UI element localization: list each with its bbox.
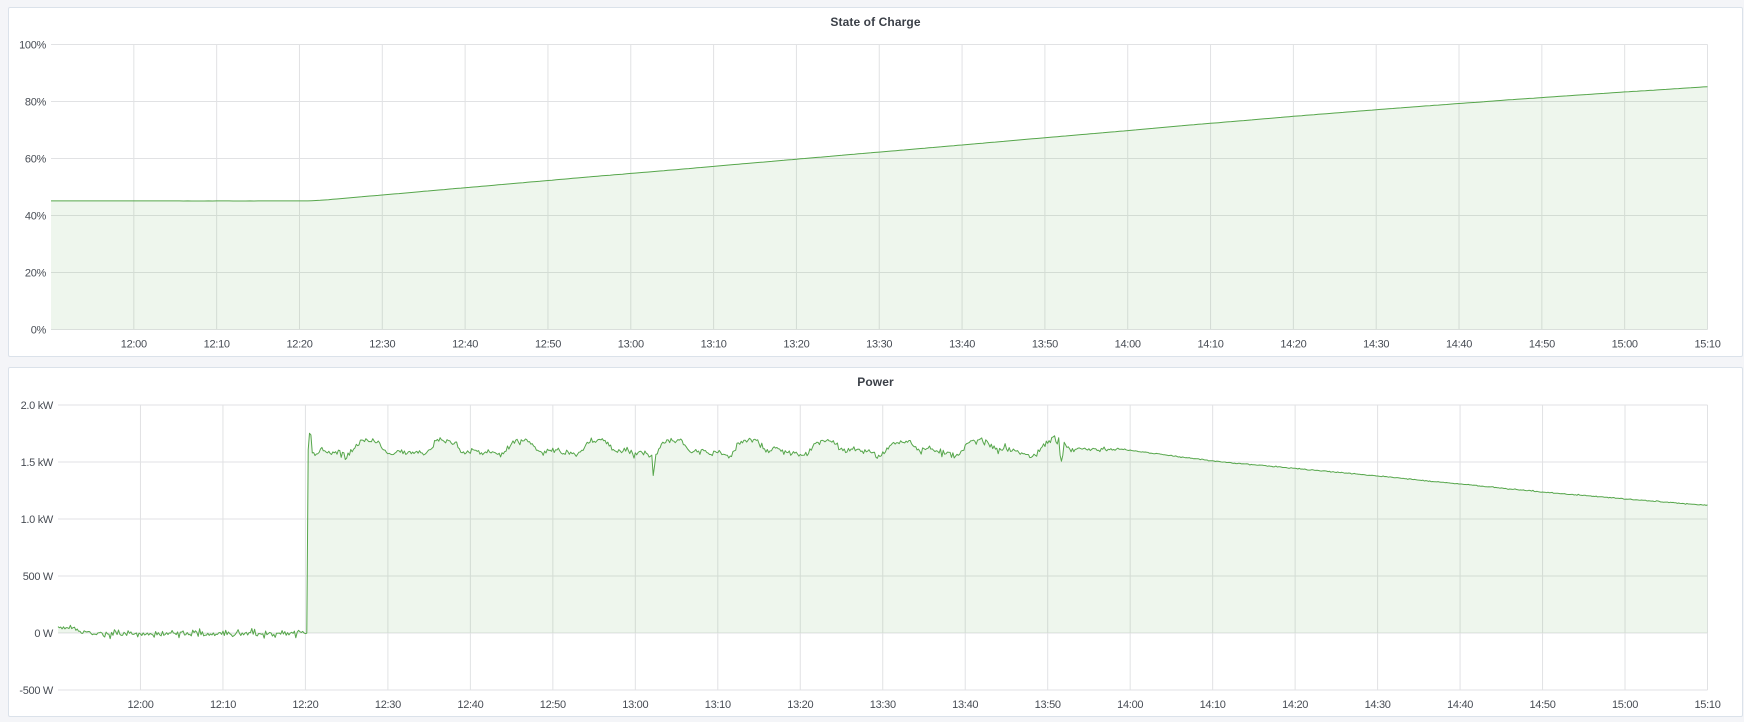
svg-text:13:40: 13:40: [949, 339, 975, 351]
svg-text:0%: 0%: [31, 325, 47, 337]
svg-text:12:40: 12:40: [457, 699, 483, 711]
svg-text:13:50: 13:50: [1032, 339, 1058, 351]
svg-text:40%: 40%: [25, 211, 47, 223]
svg-text:-500 W: -500 W: [19, 685, 54, 697]
svg-text:20%: 20%: [25, 268, 47, 280]
svg-text:1.0 kW: 1.0 kW: [21, 514, 54, 526]
svg-text:14:40: 14:40: [1446, 339, 1472, 351]
svg-text:14:10: 14:10: [1200, 699, 1226, 711]
svg-text:100%: 100%: [19, 40, 46, 52]
svg-text:0 W: 0 W: [34, 628, 54, 640]
svg-text:14:30: 14:30: [1365, 699, 1391, 711]
svg-text:14:00: 14:00: [1117, 699, 1143, 711]
svg-text:13:40: 13:40: [952, 699, 978, 711]
svg-text:13:10: 13:10: [705, 699, 731, 711]
svg-text:15:10: 15:10: [1694, 339, 1720, 351]
svg-text:80%: 80%: [25, 97, 47, 109]
svg-text:15:10: 15:10: [1694, 699, 1720, 711]
svg-text:14:10: 14:10: [1197, 339, 1223, 351]
svg-text:14:00: 14:00: [1115, 339, 1141, 351]
svg-text:13:20: 13:20: [787, 699, 813, 711]
svg-text:15:00: 15:00: [1612, 339, 1638, 351]
svg-text:13:00: 13:00: [618, 339, 644, 351]
svg-text:2.0 kW: 2.0 kW: [21, 400, 54, 412]
svg-text:1.5 kW: 1.5 kW: [21, 457, 54, 469]
svg-text:13:50: 13:50: [1035, 699, 1061, 711]
svg-text:12:00: 12:00: [121, 339, 147, 351]
svg-text:12:10: 12:10: [210, 699, 236, 711]
svg-text:15:00: 15:00: [1612, 699, 1638, 711]
svg-text:14:30: 14:30: [1363, 339, 1389, 351]
svg-text:14:40: 14:40: [1447, 699, 1473, 711]
svg-text:14:50: 14:50: [1529, 699, 1555, 711]
svg-text:60%: 60%: [25, 154, 47, 166]
svg-text:13:30: 13:30: [866, 339, 892, 351]
svg-text:14:20: 14:20: [1282, 699, 1308, 711]
svg-text:12:10: 12:10: [204, 339, 230, 351]
svg-text:12:20: 12:20: [292, 699, 318, 711]
svg-text:13:00: 13:00: [622, 699, 648, 711]
svg-text:13:30: 13:30: [870, 699, 896, 711]
svg-text:13:10: 13:10: [701, 339, 727, 351]
svg-text:12:40: 12:40: [452, 339, 478, 351]
svg-text:12:00: 12:00: [127, 699, 153, 711]
svg-text:12:20: 12:20: [286, 339, 312, 351]
svg-text:14:50: 14:50: [1529, 339, 1555, 351]
svg-text:12:50: 12:50: [540, 699, 566, 711]
svg-text:12:50: 12:50: [535, 339, 561, 351]
svg-text:500 W: 500 W: [23, 571, 54, 583]
svg-text:13:20: 13:20: [783, 339, 809, 351]
svg-text:12:30: 12:30: [375, 699, 401, 711]
svg-text:14:20: 14:20: [1280, 339, 1306, 351]
svg-text:12:30: 12:30: [369, 339, 395, 351]
